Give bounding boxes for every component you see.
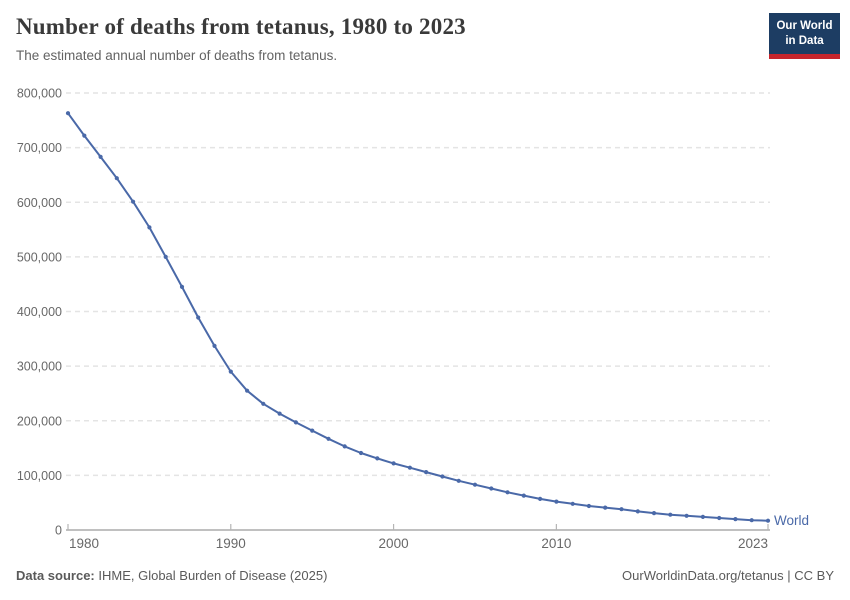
data-source-label: Data source:: [16, 568, 95, 583]
data-point: [684, 513, 689, 518]
data-point: [163, 254, 168, 259]
data-point: [668, 512, 673, 517]
data-point: [733, 517, 738, 522]
chart-header: Number of deaths from tetanus, 1980 to 2…: [16, 14, 740, 63]
data-point: [619, 507, 624, 512]
y-axis-label: 200,000: [17, 414, 62, 428]
data-point: [440, 474, 445, 479]
data-point: [310, 428, 315, 433]
x-axis-label: 1980: [69, 536, 99, 551]
x-axis-label: 2023: [738, 536, 768, 551]
owid-logo-line2: in Data: [785, 34, 824, 47]
data-point: [603, 505, 608, 510]
y-axis-label: 800,000: [17, 87, 62, 101]
y-axis-label: 100,000: [17, 469, 62, 483]
data-point: [765, 518, 771, 523]
data-point: [651, 510, 657, 516]
data-point: [196, 315, 201, 320]
data-point: [717, 515, 722, 521]
data-source-text: IHME, Global Burden of Disease (2025): [94, 568, 328, 583]
y-axis-label: 500,000: [17, 250, 62, 264]
data-point: [424, 470, 429, 475]
owid-logo-line1: Our World: [776, 20, 833, 32]
y-axis-label: 700,000: [17, 141, 62, 155]
y-axis-label: 400,000: [17, 305, 62, 319]
data-point: [375, 456, 380, 461]
data-point: [277, 411, 282, 416]
chart-subtitle: The estimated annual number of deaths fr…: [16, 48, 338, 63]
data-point: [472, 482, 478, 487]
x-axis-label: 1990: [216, 536, 246, 551]
data-point: [505, 490, 510, 495]
data-point: [749, 518, 754, 523]
data-point: [228, 369, 233, 374]
data-point: [570, 501, 575, 506]
data-point: [147, 225, 152, 230]
chart-footer: Data source: IHME, Global Burden of Dise…: [16, 568, 834, 583]
data-point: [407, 465, 412, 470]
data-point: [131, 199, 136, 204]
data-point: [293, 420, 298, 425]
data-point: [65, 111, 71, 116]
owid-logo[interactable]: Our World in Data: [769, 13, 840, 59]
data-point: [586, 503, 592, 509]
data-source: Data source: IHME, Global Burden of Dise…: [16, 568, 327, 583]
data-point: [456, 478, 461, 483]
page-title: Number of deaths from tetanus, 1980 to 2…: [16, 14, 466, 39]
data-point: [700, 514, 706, 520]
x-axis-label: 2010: [541, 536, 571, 551]
data-point: [245, 388, 250, 393]
x-axis-label: 2000: [379, 536, 409, 551]
data-point: [179, 284, 185, 289]
data-point: [342, 444, 347, 449]
data-point: [489, 486, 494, 491]
data-point: [114, 176, 119, 181]
data-point: [358, 450, 364, 456]
data-point: [212, 343, 217, 348]
data-point: [261, 401, 266, 406]
data-point: [635, 509, 640, 514]
data-point: [98, 154, 103, 159]
y-axis-label: 600,000: [17, 196, 62, 210]
y-axis-label: 0: [55, 524, 62, 538]
data-point: [391, 461, 396, 466]
data-point: [82, 133, 87, 138]
series-end-label: World: [774, 513, 809, 528]
license-link[interactable]: OurWorldinData.org/tetanus | CC BY: [622, 568, 834, 583]
y-axis-label: 300,000: [17, 360, 62, 374]
data-point: [554, 499, 559, 504]
data-point: [538, 496, 543, 501]
data-point: [521, 493, 526, 498]
series-line-world: [67, 112, 769, 522]
data-point: [326, 436, 331, 441]
